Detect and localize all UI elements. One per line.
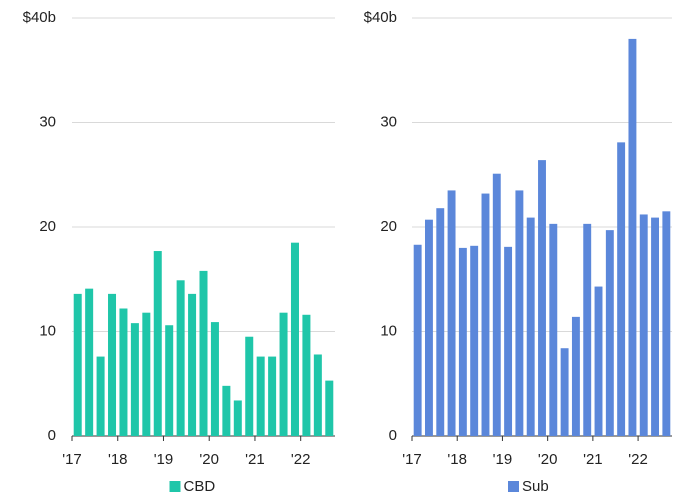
x-tick-label: '18 (108, 451, 128, 468)
y-tick-label: $40b (364, 9, 397, 26)
x-tick-label: '22 (628, 451, 648, 468)
x-tick-label: '21 (245, 451, 265, 468)
y-tick-label: 20 (39, 218, 56, 235)
bar (605, 230, 614, 436)
bar (119, 308, 128, 436)
bar (651, 217, 659, 436)
bar (571, 316, 580, 436)
bar (325, 380, 334, 436)
bar (290, 242, 299, 436)
y-tick-label: 10 (380, 322, 397, 339)
bar (199, 270, 208, 436)
bar (85, 288, 94, 436)
legend-swatch (508, 481, 519, 492)
legend-swatch (169, 481, 181, 492)
bar (165, 325, 174, 436)
x-tick-label: '17 (62, 451, 82, 468)
bar (458, 247, 467, 436)
y-tick-label: 10 (39, 322, 56, 339)
bar (96, 356, 105, 436)
legend-label: Sub (522, 478, 549, 495)
bar (313, 354, 322, 436)
x-tick-label: '17 (402, 451, 422, 468)
bar (639, 214, 648, 436)
bar (210, 322, 219, 436)
bar (233, 400, 242, 436)
bar (425, 219, 433, 436)
bar (245, 336, 254, 436)
bar (492, 173, 501, 436)
y-tick-label: 0 (48, 427, 56, 444)
bar (222, 385, 231, 436)
y-tick-label: 0 (389, 427, 397, 444)
y-tick-label: 30 (380, 113, 397, 130)
bar (515, 190, 524, 436)
bar (108, 293, 117, 436)
x-tick-label: '19 (493, 451, 513, 468)
bar (628, 38, 637, 437)
bar (594, 286, 603, 436)
x-tick-label: '19 (154, 451, 174, 468)
y-tick-label: 30 (39, 113, 56, 130)
bar (73, 293, 82, 436)
bar (481, 193, 490, 436)
bar (436, 208, 445, 436)
bar (188, 293, 197, 436)
x-tick-label: '20 (199, 451, 219, 468)
bar (130, 323, 139, 436)
bar (153, 251, 162, 436)
bar (302, 314, 311, 436)
bar (413, 244, 422, 436)
bar (560, 348, 569, 436)
bar (279, 312, 288, 436)
bar (549, 223, 558, 436)
bar (662, 211, 671, 436)
bar (256, 356, 265, 436)
x-tick-label: '18 (447, 451, 467, 468)
bar (526, 217, 535, 436)
bar (504, 246, 513, 436)
bar (583, 223, 592, 436)
x-tick-label: '22 (291, 451, 311, 468)
bar (447, 190, 456, 436)
legend-label: CBD (184, 478, 216, 495)
bar (176, 280, 185, 436)
bar (538, 160, 546, 436)
x-tick-label: '21 (583, 451, 603, 468)
y-tick-label: 20 (380, 218, 397, 235)
y-tick-label: $40b (23, 9, 56, 26)
bar (617, 142, 626, 437)
bar (142, 312, 151, 436)
bar (268, 356, 277, 436)
bar (470, 245, 479, 436)
x-tick-label: '20 (538, 451, 558, 468)
